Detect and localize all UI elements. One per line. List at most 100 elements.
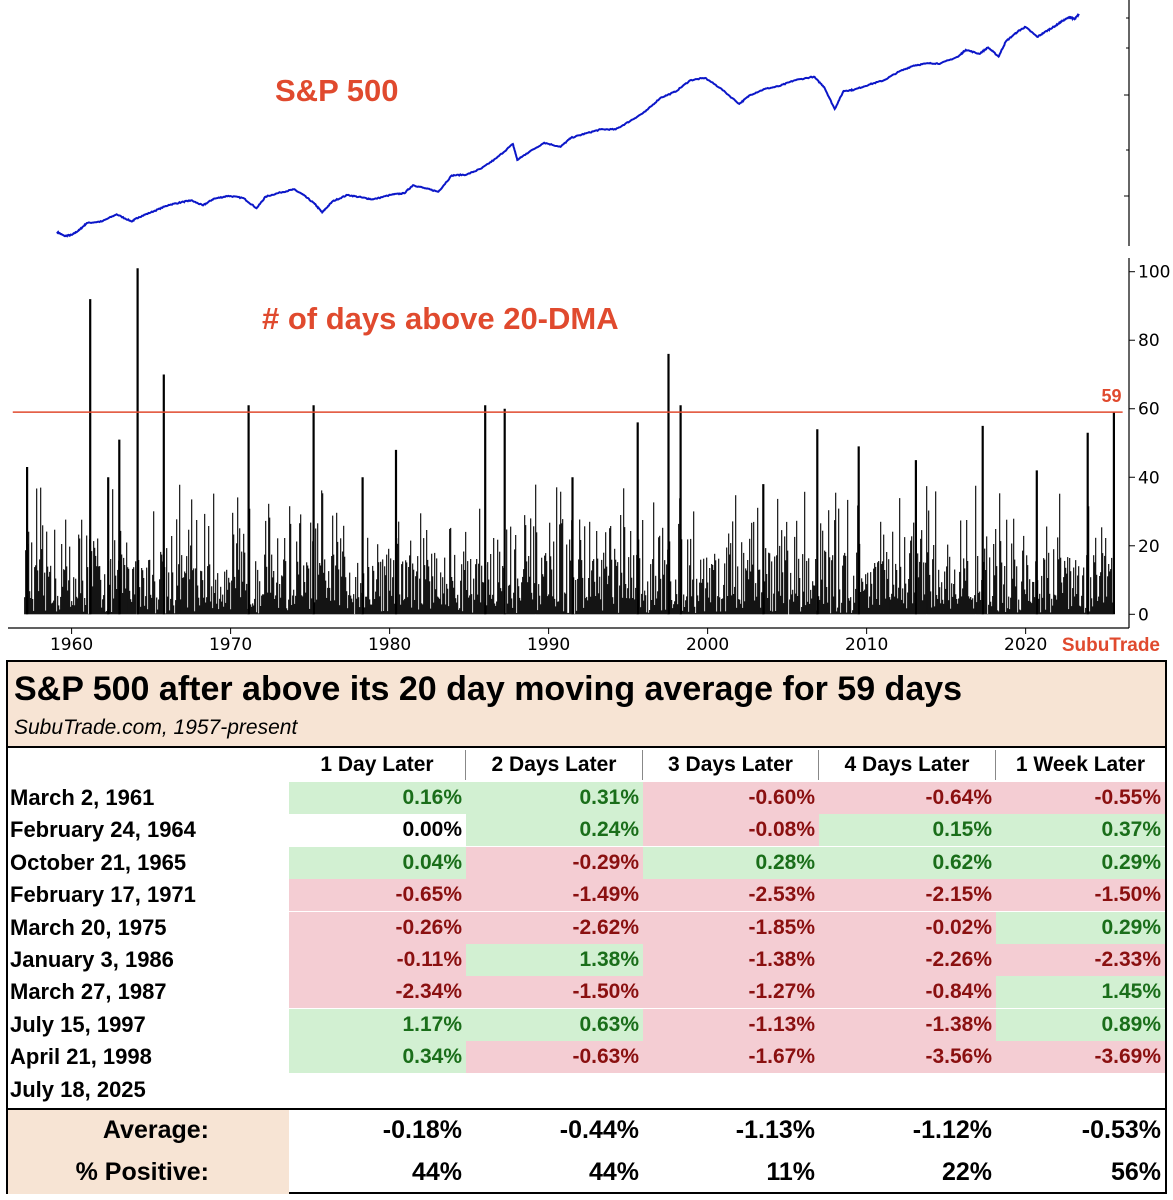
bar-series <box>24 268 1116 615</box>
row-value-cell: 0.16% <box>289 782 466 814</box>
y-tick-label: 40 <box>1138 468 1160 488</box>
column-header: 2 Days Later <box>466 750 643 780</box>
days-above-chart-title: # of days above 20-DMA <box>262 301 619 336</box>
row-value-cell: -1.38% <box>819 1008 996 1041</box>
row-date: July 18, 2025 <box>10 1076 146 1102</box>
row-value-cell: -0.63% <box>466 1041 643 1074</box>
row-value-cell: 0.34% <box>289 1041 466 1074</box>
row-value-cell: -1.85% <box>643 911 819 944</box>
threshold-label: 59 <box>1101 386 1121 406</box>
table-row: March 2, 1961 0.16% 0.31% -0.60% -0.64% -0.55… <box>8 782 1165 814</box>
table-row: October 21, 1965 0.04% -0.29% 0.28% 0.62% 0.2… <box>8 846 1165 879</box>
table-row: March 27, 1987 -2.34% -1.50% -1.27% -0.84% 1.… <box>8 976 1165 1009</box>
row-value-cell <box>643 1074 819 1106</box>
sp500-price-chart: S&P 500 <box>56 0 1130 246</box>
average-value: -1.12% <box>912 1116 992 1144</box>
table-row: February 24, 1964 0.00% 0.24% -0.08% 0.15% 0.… <box>8 814 1165 847</box>
summary-label-box: Average: % Positive: <box>8 1110 289 1194</box>
column-header: 3 Days Later <box>643 750 819 780</box>
row-value-cell: 1.17% <box>289 1008 466 1041</box>
column-header: 4 Days Later <box>819 750 996 780</box>
x-tick-label: 1970 <box>209 635 252 655</box>
x-tick-label: 2010 <box>845 635 888 655</box>
row-value-cell: -1.49% <box>466 879 643 912</box>
y-tick-label: 0 <box>1138 605 1149 625</box>
row-value-cell: -1.50% <box>996 879 1165 912</box>
charts-area: S&P 500 0 20 40 60 80 100 1960 1970 1980 1990 200… <box>8 0 1170 656</box>
positive-value: 11% <box>766 1158 815 1186</box>
row-value-cell: -2.33% <box>996 944 1165 976</box>
x-tick-label: 2020 <box>1004 635 1047 655</box>
row-date: March 27, 1987 <box>10 979 167 1005</box>
row-value-cell: -1.13% <box>643 1008 819 1041</box>
x-axis-ticks: 1960 1970 1980 1990 2000 2010 2020 <box>50 628 1047 655</box>
row-value-cell: 0.28% <box>643 846 819 879</box>
row-value-cell: -0.29% <box>466 846 643 879</box>
row-value-cell: 0.31% <box>466 782 643 814</box>
y-tick-label: 100 <box>1138 263 1170 283</box>
row-value-cell: 0.62% <box>819 846 996 879</box>
row-value-cell: -2.53% <box>643 879 819 912</box>
row-value-cell: -2.34% <box>289 976 466 1009</box>
subutrade-watermark: SubuTrade <box>1062 635 1160 656</box>
column-header: 1 Week Later <box>1015 753 1146 776</box>
row-value-cell: 0.37% <box>996 814 1165 847</box>
table-row: July 18, 2025 <box>8 1074 1165 1106</box>
row-value-cell: -3.56% <box>819 1041 996 1074</box>
column-header: 1 Day Later <box>289 750 466 780</box>
row-value-cell: -2.26% <box>819 944 996 976</box>
column-header-row: 1 Day Later 2 Days Later 3 Days Later 4 … <box>8 750 1165 780</box>
x-tick-label: 1960 <box>50 635 93 655</box>
average-value: -0.53% <box>1081 1116 1161 1144</box>
row-value-cell: 0.89% <box>996 1008 1165 1041</box>
row-value-cell: 0.15% <box>819 814 996 847</box>
row-value-cell <box>466 1074 643 1106</box>
table-row: February 17, 1971 -0.65% -1.49% -2.53% -2.15… <box>8 879 1165 912</box>
row-value-cell: -0.84% <box>819 976 996 1009</box>
row-value-cell: -0.65% <box>289 879 466 912</box>
row-value-cell: 0.00% <box>289 814 466 847</box>
average-label: Average: <box>102 1116 209 1144</box>
row-date: February 24, 1964 <box>10 817 196 843</box>
row-value-cell: -0.55% <box>996 782 1165 814</box>
results-table: S&P 500 after above its 20 day moving av… <box>6 660 1167 1194</box>
table-title: S&P 500 after above its 20 day moving av… <box>14 670 963 708</box>
row-value-cell: 0.29% <box>996 846 1165 879</box>
row-value-cell: -0.60% <box>643 782 819 814</box>
table-row: July 15, 1997 1.17% 0.63% -1.13% -1.38% 0.89% <box>8 1008 1165 1041</box>
table-title-box: S&P 500 after above its 20 day moving av… <box>8 662 1165 746</box>
row-value-cell <box>819 1074 996 1106</box>
days-above-chart: 0 20 40 60 80 100 1960 1970 1980 1990 2000 2010 202… <box>8 258 1170 656</box>
positive-value: 44% <box>411 1158 462 1186</box>
row-date: October 21, 1965 <box>10 849 187 875</box>
table-subtitle: SubuTrade.com, 1957-present <box>14 716 298 739</box>
row-value-cell: -1.67% <box>643 1041 819 1074</box>
row-value-cell: 1.45% <box>996 976 1165 1009</box>
sp500-chart-title: S&P 500 <box>275 73 399 108</box>
x-tick-label: 2000 <box>686 635 729 655</box>
row-value-cell: -0.26% <box>289 911 466 944</box>
row-date: April 21, 1998 <box>10 1044 152 1070</box>
row-value-cell: 0.29% <box>996 911 1165 944</box>
y-tick-label: 20 <box>1138 537 1160 557</box>
average-value: -0.44% <box>559 1116 639 1144</box>
row-value-cell: -0.64% <box>819 782 996 814</box>
y-axis-ticks: 0 20 40 60 80 100 <box>1129 263 1170 625</box>
sp500-series-line <box>56 13 1080 238</box>
row-date: July 15, 1997 <box>10 1011 146 1037</box>
row-date: February 17, 1971 <box>10 882 196 908</box>
table-row: March 20, 1975 -0.26% -2.62% -1.85% -0.02% 0.… <box>8 911 1165 944</box>
title-separator <box>8 746 1165 748</box>
row-date: March 20, 1975 <box>10 914 167 940</box>
x-tick-label: 1980 <box>368 635 411 655</box>
summary-separator <box>8 1108 1165 1110</box>
row-value-cell: -0.11% <box>289 944 466 976</box>
row-value-cell: -3.69% <box>996 1041 1165 1074</box>
row-value-cell: -1.27% <box>643 976 819 1009</box>
average-value: -1.13% <box>735 1116 815 1144</box>
positive-value: 44% <box>588 1158 639 1186</box>
row-value-cell: 0.63% <box>466 1008 643 1041</box>
row-value-cell: -0.02% <box>819 911 996 944</box>
x-tick-label: 1990 <box>527 635 570 655</box>
row-value-cell: -1.50% <box>466 976 643 1009</box>
